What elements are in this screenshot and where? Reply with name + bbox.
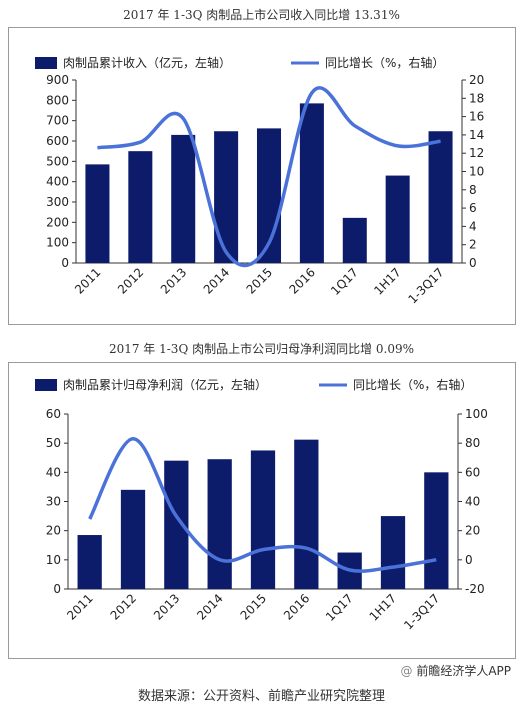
- left-tick-label: 500: [46, 154, 69, 168]
- right-tick-label: 12: [469, 146, 484, 160]
- x-tick-label: 2016: [287, 265, 318, 296]
- x-tick-label: 2015: [244, 265, 275, 296]
- legend-line-label: 同比增长（%，右轴）: [325, 55, 444, 70]
- bar: [342, 217, 367, 263]
- right-tick-label: 18: [469, 91, 484, 105]
- x-tick-label: 2011: [64, 591, 95, 622]
- bar: [120, 489, 146, 589]
- left-tick-label: 40: [46, 465, 61, 479]
- left-tick-label: 100: [46, 236, 69, 250]
- x-tick-label: 1-3Q17: [401, 591, 442, 632]
- bar: [207, 459, 232, 589]
- left-tick-label: 10: [46, 553, 61, 567]
- right-tick-label: 2: [469, 238, 477, 252]
- right-tick-label: 4: [469, 219, 477, 233]
- legend-bar-label: 肉制品累计归母净利润（亿元，左轴）: [63, 377, 267, 392]
- left-tick-label: 20: [46, 524, 61, 538]
- bar: [214, 131, 239, 263]
- x-tick-label: 2015: [238, 591, 269, 622]
- left-tick-label: 0: [53, 582, 61, 596]
- x-tick-label: 2013: [158, 265, 189, 296]
- legend-bar-swatch: [35, 57, 57, 69]
- left-tick-label: 600: [46, 134, 69, 148]
- x-tick-label: 2012: [115, 265, 146, 296]
- x-tick-label: 1Q17: [323, 591, 356, 624]
- growth-line: [97, 86, 441, 268]
- chart-panel-revenue: 肉制品累计收入（亿元，左轴） 同比增长（%，右轴） 0 100 200 300 400 500…: [8, 27, 516, 325]
- legend-bar-swatch: [35, 379, 57, 391]
- left-tick-label: 300: [46, 195, 69, 209]
- left-tick-label: 0: [61, 256, 69, 270]
- bar: [294, 439, 319, 589]
- chart-title-revenue: 2017 年 1-3Q 肉制品上市公司收入同比增 13.31%: [123, 8, 400, 22]
- right-tick-label: 8: [469, 183, 477, 197]
- left-tick-label: 200: [46, 215, 69, 229]
- bar: [385, 175, 410, 263]
- x-tick-label: 2014: [194, 591, 225, 622]
- legend-bar-label: 肉制品累计收入（亿元，左轴）: [63, 55, 231, 70]
- left-tick-label: 700: [46, 114, 69, 128]
- bar: [77, 535, 102, 589]
- right-tick-label: 60: [465, 465, 480, 479]
- revenue-chart-svg: 肉制品累计收入（亿元，左轴） 同比增长（%，右轴）0100200300400500…: [35, 55, 484, 306]
- bar: [380, 516, 406, 589]
- left-tick-label: 30: [46, 495, 61, 509]
- bar: [85, 164, 110, 263]
- at-icon: @: [400, 664, 417, 678]
- credit-text: 前瞻经济学人APP: [416, 664, 511, 678]
- legend-line-label: 同比增长（%，右轴）: [353, 377, 472, 392]
- x-tick-label: 1H17: [371, 265, 403, 297]
- right-tick-label: 20: [469, 73, 484, 87]
- right-tick-label: -20: [465, 582, 485, 596]
- x-tick-label: 2013: [151, 591, 182, 622]
- right-tick-label: 14: [469, 128, 484, 142]
- right-tick-label: 6: [469, 201, 477, 215]
- x-tick-label: 2012: [108, 591, 139, 622]
- left-tick-label: 900: [46, 73, 69, 87]
- left-tick-label: 50: [46, 436, 61, 450]
- left-tick-label: 800: [46, 93, 69, 107]
- right-tick-label: 16: [469, 110, 484, 124]
- bar: [171, 134, 196, 263]
- bar: [424, 472, 449, 589]
- right-tick-label: 100: [465, 407, 488, 421]
- right-tick-label: 0: [465, 553, 473, 567]
- right-tick-label: 40: [465, 495, 480, 509]
- bar: [250, 450, 276, 589]
- bar: [299, 103, 324, 263]
- bar: [128, 151, 153, 263]
- x-tick-label: 2016: [281, 591, 312, 622]
- right-tick-label: 80: [465, 436, 480, 450]
- x-tick-label: 1H17: [367, 591, 399, 623]
- x-tick-label: 1-3Q17: [405, 265, 446, 306]
- right-tick-label: 10: [469, 165, 484, 179]
- profit-chart-svg: 肉制品累计归母净利润（亿元，左轴） 同比增长（%，右轴） 0 10 20 30 40 50 60…: [35, 377, 488, 632]
- bar: [428, 131, 453, 263]
- x-tick-label: 2011: [72, 265, 103, 296]
- chart-title-profit: 2017 年 1-3Q 肉制品上市公司归母净利润同比增 0.09%: [108, 342, 415, 356]
- growth-line: [88, 437, 437, 573]
- right-tick-label: 20: [465, 524, 480, 538]
- chart-panel-profit: 肉制品累计归母净利润（亿元，左轴） 同比增长（%，右轴） 0 10 20 30 40 50 60…: [8, 362, 516, 659]
- credit-label: @ 前瞻经济学人APP: [400, 662, 511, 679]
- source-note: 数据来源：公开资料、前瞻产业研究院整理: [137, 689, 385, 704]
- left-tick-label: 60: [46, 407, 61, 421]
- left-tick-label: 400: [46, 175, 69, 189]
- x-tick-label: 2014: [201, 265, 232, 296]
- x-tick-label: 1Q17: [328, 265, 361, 298]
- right-tick-label: 0: [469, 256, 477, 270]
